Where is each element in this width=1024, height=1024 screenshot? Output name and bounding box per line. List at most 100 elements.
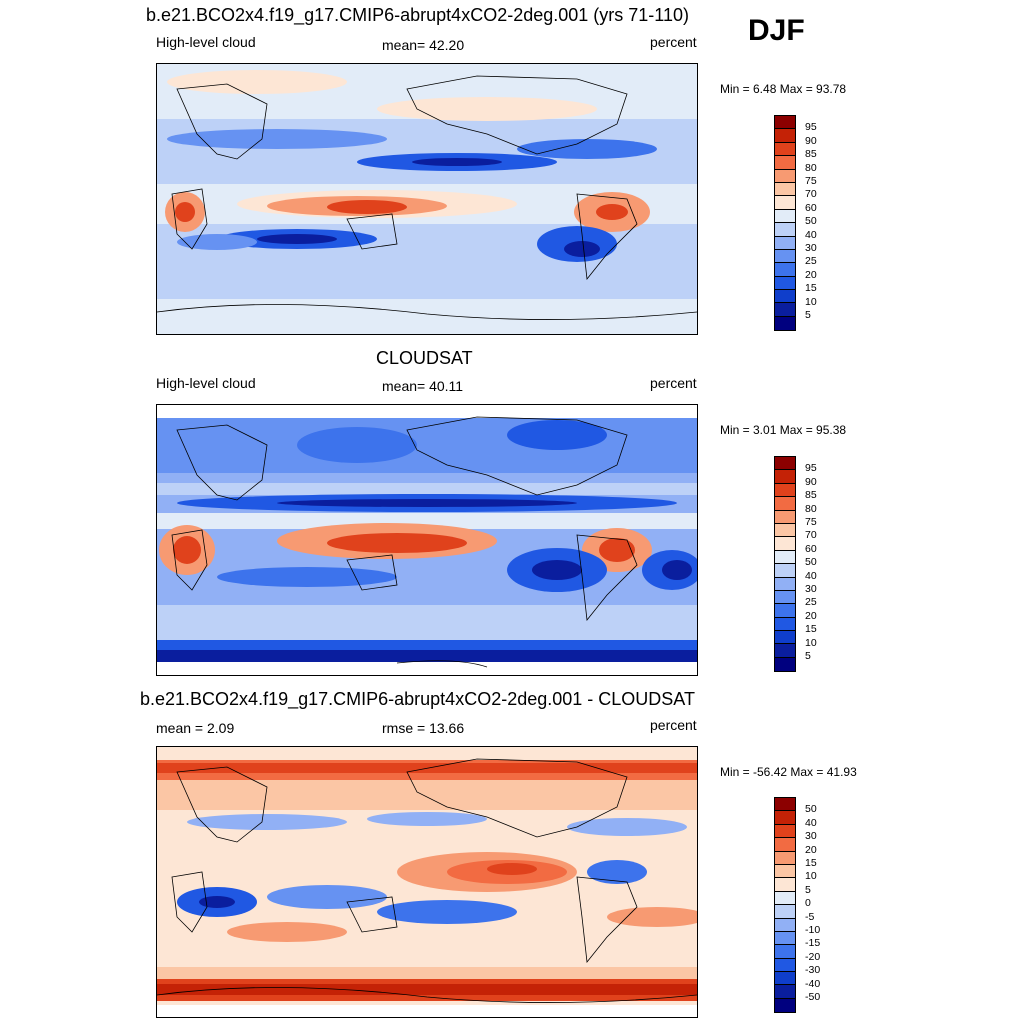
- colorbar-swatch: [775, 249, 795, 264]
- colorbar-swatch: [775, 644, 795, 658]
- colorbar-swatch: [775, 972, 795, 986]
- colorbar-swatch: [775, 604, 795, 618]
- panel-3-map-svg: [157, 747, 697, 1017]
- panel-1-title: b.e21.BCO2x4.f19_g17.CMIP6-abrupt4xCO2-2…: [146, 5, 689, 25]
- colorbar-tick-label: 50: [805, 556, 817, 569]
- panel-3-title: b.e21.BCO2x4.f19_g17.CMIP6-abrupt4xCO2-2…: [140, 689, 695, 709]
- panel-3-units-label: percent: [650, 717, 697, 733]
- panel-3-minmax: Min = -56.42 Max = 41.93: [720, 765, 857, 779]
- colorbar-swatch: [775, 523, 795, 538]
- colorbar-tick-label: 80: [805, 502, 817, 515]
- colorbar-tick-label: 20: [805, 609, 817, 622]
- colorbar-tick-label: 15: [805, 857, 817, 869]
- colorbar-swatch: [775, 631, 795, 645]
- colorbar-tick-label: 50: [805, 803, 817, 816]
- colorbar-tick-label: 20: [805, 843, 817, 856]
- colorbar-swatch: [775, 550, 795, 565]
- colorbar-swatch: [775, 945, 795, 959]
- colorbar-swatch: [775, 891, 795, 906]
- colorbar-swatch: [775, 905, 795, 919]
- colorbar-tick-label: 30: [805, 830, 817, 843]
- colorbar-tick-label: 85: [805, 489, 817, 502]
- colorbar-tick-label: 75: [805, 175, 817, 187]
- colorbar-swatch: [775, 590, 795, 605]
- colorbar-tick-label: 10: [805, 636, 817, 649]
- colorbar-swatch: [775, 577, 795, 591]
- panel-1-colorbar-swatches: [774, 115, 796, 332]
- colorbar-tick-label: 60: [805, 542, 817, 555]
- colorbar-swatch: [775, 998, 795, 1013]
- colorbar-tick-label: 70: [805, 188, 817, 201]
- panel-2-map: [156, 404, 698, 676]
- colorbar-swatch: [775, 931, 795, 946]
- panel-3-colorbar: 50 40 30 20 15 10 5 0 -5 -10 -15 -20 -30 -40 -50: [774, 797, 820, 1014]
- colorbar-swatch: [775, 196, 795, 210]
- colorbar-swatch: [775, 169, 795, 183]
- colorbar-swatch: [775, 142, 795, 157]
- colorbar-swatch: [775, 129, 795, 143]
- panel-1-colorbar: 95 90 85 80 75 70 60 50 40 30 25 20 15 10 5: [774, 115, 817, 332]
- colorbar-tick-label: 20: [805, 268, 817, 281]
- colorbar-tick-label: 80: [805, 161, 817, 174]
- colorbar-swatch: [775, 483, 795, 498]
- colorbar-swatch: [775, 303, 795, 317]
- colorbar-tick-label: 90: [805, 134, 817, 147]
- colorbar-swatch: [775, 156, 795, 170]
- colorbar-tick-label: 0: [805, 897, 811, 910]
- panel-2-mean-label: mean= 40.11: [382, 378, 464, 394]
- colorbar-swatch: [775, 209, 795, 224]
- colorbar-swatch: [775, 811, 795, 825]
- colorbar-tick-label: 90: [805, 475, 817, 488]
- panel-3-rmse-label: rmse = 13.66: [382, 720, 465, 736]
- colorbar-tick-label: 40: [805, 228, 817, 241]
- colorbar-tick-label: 5: [805, 309, 811, 321]
- colorbar-swatch: [775, 864, 795, 879]
- colorbar-tick-label: 15: [805, 282, 817, 295]
- colorbar-swatch: [775, 457, 795, 471]
- panel-2-minmax: Min = 3.01 Max = 95.38: [720, 423, 847, 437]
- panel-1-map: [156, 63, 698, 335]
- colorbar-tick-label: 95: [805, 462, 817, 475]
- colorbar-swatch: [775, 657, 795, 672]
- colorbar-tick-label: 30: [805, 242, 817, 254]
- colorbar-tick-label: 95: [805, 121, 817, 134]
- colorbar-tick-label: -10: [805, 924, 821, 936]
- colorbar-swatch: [775, 497, 795, 511]
- colorbar-swatch: [775, 851, 795, 865]
- colorbar-tick-label: 70: [805, 529, 817, 542]
- colorbar-swatch: [775, 958, 795, 973]
- panel-1-minmax: Min = 6.48 Max = 93.78: [720, 82, 847, 96]
- colorbar-swatch: [775, 838, 795, 852]
- colorbar-swatch: [775, 276, 795, 291]
- panel-3-map: [156, 746, 698, 1018]
- colorbar-swatch: [775, 470, 795, 484]
- season-label: DJF: [748, 14, 805, 47]
- panel-2-units-label: percent: [650, 375, 697, 391]
- colorbar-tick-label: -50: [805, 991, 821, 1003]
- colorbar-tick-label: 40: [805, 569, 817, 582]
- colorbar-swatch: [775, 510, 795, 524]
- colorbar-swatch: [775, 985, 795, 999]
- colorbar-tick-label: -15: [805, 937, 821, 950]
- colorbar-swatch: [775, 918, 795, 932]
- colorbar-tick-label: 40: [805, 816, 817, 829]
- colorbar-tick-label: -5: [805, 910, 815, 923]
- colorbar-swatch: [775, 316, 795, 331]
- colorbar-swatch: [775, 182, 795, 197]
- colorbar-swatch: [775, 290, 795, 304]
- colorbar-swatch: [775, 564, 795, 578]
- colorbar-tick-label: -30: [805, 964, 821, 977]
- panel-1-map-svg: [157, 64, 697, 334]
- panel-3-mean-label: mean = 2.09: [156, 720, 235, 736]
- colorbar-tick-label: 50: [805, 215, 817, 228]
- colorbar-tick-label: 15: [805, 623, 817, 636]
- panel-1-mean-label: mean= 42.20: [382, 37, 465, 53]
- colorbar-tick-label: -20: [805, 950, 821, 963]
- colorbar-swatch: [775, 263, 795, 277]
- colorbar-tick-label: 10: [805, 870, 817, 883]
- colorbar-tick-label: 85: [805, 148, 817, 161]
- colorbar-swatch: [775, 878, 795, 892]
- panel-2-colorbar: 95 90 85 80 75 70 60 50 40 30 25 20 15 10 5: [774, 456, 817, 673]
- colorbar-tick-label: 5: [805, 650, 811, 662]
- colorbar-swatch: [775, 798, 795, 812]
